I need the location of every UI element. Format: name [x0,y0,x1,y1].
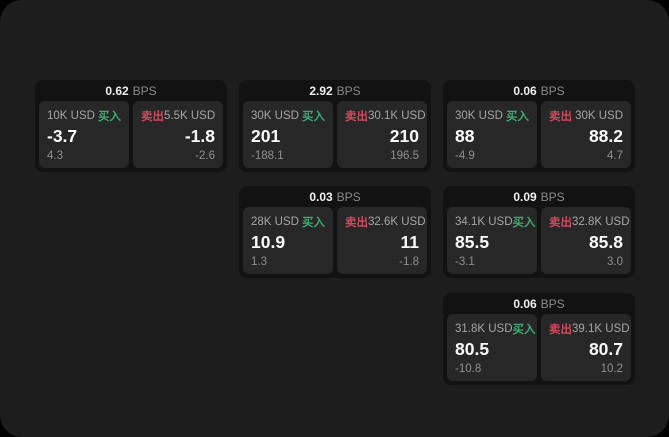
bps-value: 0.03 [309,189,333,204]
bps-label: BPS [336,83,361,98]
buy-delta: -10.8 [455,363,482,375]
quote-tiles: 34.1K USD 买入 85.5 -3.1 卖出 32.8K USD 85.8… [443,207,635,278]
sell-delta: 4.7 [607,150,623,162]
bps-header: 0.06 BPS [443,293,635,314]
buy-delta: -3.1 [455,256,475,268]
sell-side-label: 卖出 [549,217,572,229]
buy-tile[interactable]: 30K USD 买入 88 -4.9 [447,101,537,168]
buy-amount: 34.1K USD [455,216,513,228]
sell-delta: 196.5 [390,150,419,162]
sell-side-label: 卖出 [345,217,368,229]
buy-amount: 30K USD [251,110,299,122]
buy-tile[interactable]: 10K USD 买入 -3.7 4.3 [39,101,129,168]
sell-amount: 32.6K USD [368,216,426,228]
quote-tiles: 10K USD 买入 -3.7 4.3 卖出 5.5K USD -1.8 -2.… [35,101,227,172]
buy-delta: 4.3 [47,150,63,162]
sell-side-label: 卖出 [345,111,368,123]
bps-label: BPS [540,83,565,98]
sell-tile[interactable]: 卖出 39.1K USD 80.7 10.2 [541,314,631,381]
sell-tile[interactable]: 卖出 32.6K USD 11 -1.8 [337,207,427,274]
buy-amount: 31.8K USD [455,323,513,335]
bps-label: BPS [540,189,565,204]
sell-price: 88.2 [588,126,623,147]
bps-value: 0.06 [513,296,537,311]
quote-card[interactable]: 0.62 BPS 10K USD 买入 -3.7 4.3 卖出 5.5K USD… [35,80,227,172]
sell-amount: 30.1K USD [368,110,426,122]
sell-side-label: 卖出 [549,324,572,336]
buy-price: 88 [455,126,475,147]
buy-side-label: 买入 [302,217,325,229]
buy-side-label: 买入 [512,217,536,229]
bps-header: 0.09 BPS [443,186,635,207]
buy-tile[interactable]: 31.8K USD 买入 80.5 -10.8 [447,314,537,381]
sell-delta: 10.2 [600,363,623,375]
bps-label: BPS [540,296,565,311]
quote-card[interactable]: 2.92 BPS 30K USD 买入 201 -188.1 卖出 30.1K … [239,80,431,172]
sell-price: -1.8 [184,126,215,147]
bps-label: BPS [132,83,157,98]
buy-price: -3.7 [47,126,78,147]
sell-delta: 3.0 [607,256,623,268]
bps-header: 0.06 BPS [443,80,635,101]
quote-card[interactable]: 0.06 BPS 31.8K USD 买入 80.5 -10.8 卖出 39.1… [443,293,635,385]
quote-card[interactable]: 0.06 BPS 30K USD 买入 88 -4.9 卖出 30K USD 8… [443,80,635,172]
quote-card[interactable]: 0.03 BPS 28K USD 买入 10.9 1.3 卖出 32.6K US… [239,186,431,278]
quote-card[interactable]: 0.09 BPS 34.1K USD 买入 85.5 -3.1 卖出 32.8K… [443,186,635,278]
buy-price: 80.5 [455,339,490,360]
sell-delta: -1.8 [399,256,419,268]
sell-price: 80.7 [588,339,623,360]
buy-price: 201 [251,126,281,147]
sell-tile[interactable]: 卖出 30K USD 88.2 4.7 [541,101,631,168]
sell-amount: 39.1K USD [572,323,630,335]
sell-amount: 30K USD [575,110,623,122]
buy-tile[interactable]: 34.1K USD 买入 85.5 -3.1 [447,207,537,274]
buy-side-label: 买入 [512,324,536,336]
buy-delta: -188.1 [251,150,284,162]
quote-tiles: 28K USD 买入 10.9 1.3 卖出 32.6K USD 11 -1.8 [239,207,431,278]
buy-side-label: 买入 [98,111,121,123]
buy-delta: -4.9 [455,150,475,162]
bps-value: 0.06 [513,83,537,98]
buy-amount: 28K USD [251,216,299,228]
sell-price: 85.8 [588,232,623,253]
sell-price: 11 [400,232,420,253]
bps-value: 0.09 [513,189,537,204]
sell-amount: 32.8K USD [572,216,630,228]
sell-amount: 5.5K USD [164,110,216,122]
buy-tile[interactable]: 30K USD 买入 201 -188.1 [243,101,333,168]
bps-header: 0.62 BPS [35,80,227,101]
buy-price: 85.5 [455,232,490,253]
sell-delta: -2.6 [195,150,215,162]
quote-tiles: 30K USD 买入 201 -188.1 卖出 30.1K USD 210 1… [239,101,431,172]
buy-tile[interactable]: 28K USD 买入 10.9 1.3 [243,207,333,274]
bps-value: 0.62 [105,83,129,98]
sell-side-label: 卖出 [549,111,572,123]
sell-tile[interactable]: 卖出 5.5K USD -1.8 -2.6 [133,101,223,168]
sell-price: 210 [389,126,419,147]
sell-tile[interactable]: 卖出 30.1K USD 210 196.5 [337,101,427,168]
sell-tile[interactable]: 卖出 32.8K USD 85.8 3.0 [541,207,631,274]
buy-amount: 30K USD [455,110,503,122]
quote-tiles: 31.8K USD 买入 80.5 -10.8 卖出 39.1K USD 80.… [443,314,635,385]
bps-header: 0.03 BPS [239,186,431,207]
buy-side-label: 买入 [302,111,325,123]
sell-side-label: 卖出 [141,111,164,123]
buy-price: 10.9 [251,232,286,253]
buy-amount: 10K USD [47,110,95,122]
bps-label: BPS [336,189,361,204]
buy-delta: 1.3 [251,256,267,268]
bps-header: 2.92 BPS [239,80,431,101]
quote-tiles: 30K USD 买入 88 -4.9 卖出 30K USD 88.2 4.7 [443,101,635,172]
bps-value: 2.92 [309,83,333,98]
buy-side-label: 买入 [506,111,529,123]
